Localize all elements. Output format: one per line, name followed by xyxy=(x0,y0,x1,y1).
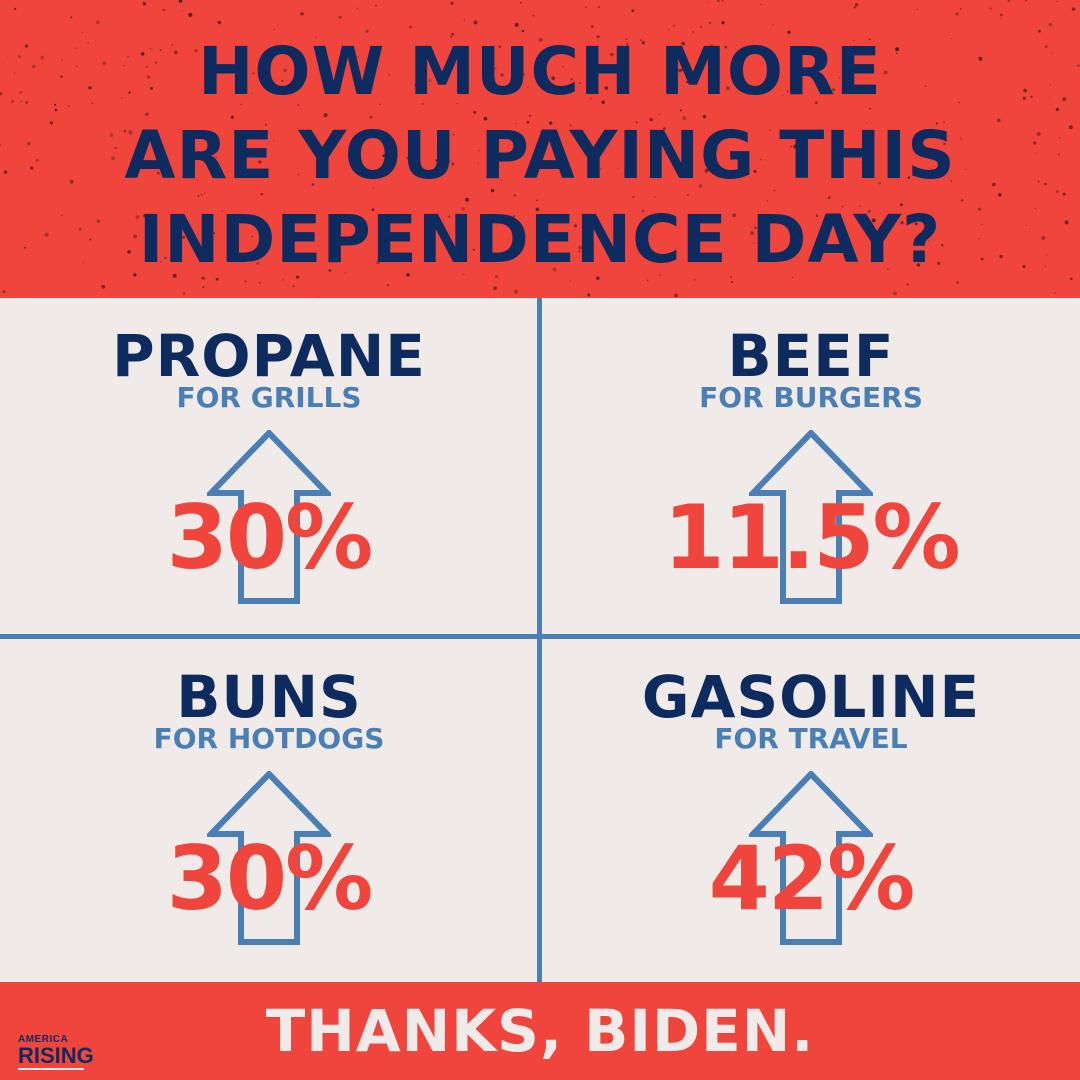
up-arrow-icon xyxy=(207,430,331,604)
item-title: BUNS xyxy=(176,663,362,731)
headline: HOW MUCH MORE ARE YOU PAYING THIS INDEPE… xyxy=(0,30,1080,282)
header-banner: HOW MUCH MORE ARE YOU PAYING THIS INDEPE… xyxy=(0,0,1080,298)
logo-underline xyxy=(18,1068,84,1070)
item-card-gasoline: GASOLINE FOR TRAVEL 42% xyxy=(542,639,1080,979)
up-arrow-icon xyxy=(749,771,873,945)
item-subtitle: FOR GRILLS xyxy=(176,381,362,414)
grunge-texture xyxy=(0,0,1080,298)
item-subtitle: FOR TRAVEL xyxy=(714,722,908,755)
item-card-propane: PROPANE FOR GRILLS 30% xyxy=(0,298,538,638)
footer-banner: THANKS, BIDEN. xyxy=(0,982,1080,1080)
item-increase-percent: 30% xyxy=(166,486,374,589)
item-increase-percent: 11.5% xyxy=(663,486,960,589)
item-increase-percent: 30% xyxy=(166,827,374,930)
horizontal-divider xyxy=(0,634,1080,639)
headline-line-2: ARE YOU PAYING THIS xyxy=(124,117,956,194)
up-arrow-icon xyxy=(207,771,331,945)
item-subtitle: FOR HOTDOGS xyxy=(153,722,385,755)
headline-line-3: INDEPENDENCE DAY? xyxy=(138,201,942,278)
item-increase-percent: 42% xyxy=(708,827,916,930)
item-title: BEEF xyxy=(727,322,895,390)
item-title: GASOLINE xyxy=(641,663,981,731)
headline-line-1: HOW MUCH MORE xyxy=(198,33,882,110)
vertical-divider xyxy=(537,298,542,982)
item-card-buns: BUNS FOR HOTDOGS 30% xyxy=(0,639,538,979)
america-rising-logo: AMERICA RISING xyxy=(18,1034,94,1072)
up-arrow-icon xyxy=(749,430,873,604)
footer-slogan: THANKS, BIDEN. xyxy=(265,997,815,1065)
item-subtitle: FOR BURGERS xyxy=(699,381,923,414)
item-title: PROPANE xyxy=(112,322,426,390)
logo-top-text: AMERICA xyxy=(18,1034,69,1045)
item-card-beef: BEEF FOR BURGERS 11.5% xyxy=(542,298,1080,638)
logo-main-text: RISING xyxy=(18,1043,94,1068)
